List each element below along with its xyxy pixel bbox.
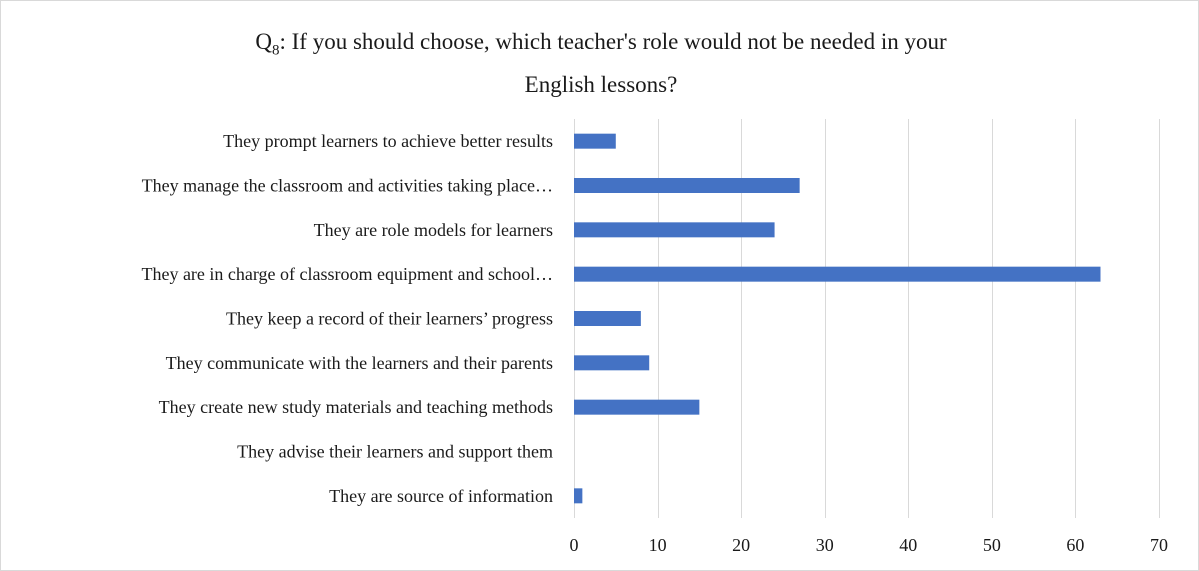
bar — [574, 399, 700, 415]
bar — [574, 311, 641, 326]
x-tick-label: 20 — [732, 535, 750, 555]
x-tick-label: 0 — [570, 535, 579, 555]
category-label: They are role models for learners — [314, 220, 553, 240]
bar — [574, 266, 1101, 282]
category-label: They communicate with the learners and t… — [166, 353, 553, 373]
x-tick-label: 50 — [983, 535, 1001, 555]
x-tick-label: 70 — [1150, 535, 1168, 555]
category-label: They prompt learners to achieve better r… — [223, 131, 553, 151]
category-labels: They prompt learners to achieve better r… — [141, 131, 553, 506]
category-label: They keep a record of their learners’ pr… — [226, 309, 553, 329]
bar — [574, 355, 650, 371]
title-line-1: : If you should choose, which teacher's … — [279, 29, 947, 54]
bars — [574, 133, 1101, 504]
x-tick-label: 60 — [1066, 535, 1084, 555]
category-label: They advise their learners and support t… — [237, 442, 553, 462]
bar — [574, 488, 583, 504]
bar — [574, 222, 775, 238]
x-tick-label: 30 — [816, 535, 834, 555]
category-label: They are in charge of classroom equipmen… — [141, 264, 553, 284]
category-label: They are source of information — [329, 486, 553, 506]
chart-title: Q8: If you should choose, which teacher'… — [101, 25, 1101, 102]
x-tick-label: 40 — [899, 535, 917, 555]
category-label: They create new study materials and teac… — [159, 397, 553, 417]
x-tick-labels: 0 10 20 30 40 50 60 70 — [570, 535, 1169, 555]
title-prefix: Q — [255, 29, 272, 54]
category-label: They manage the classroom and activities… — [142, 176, 553, 196]
title-line-2: English lessons? — [524, 71, 678, 97]
x-tick-label: 10 — [649, 535, 667, 555]
title-subscript: 8 — [271, 42, 280, 59]
bar — [574, 178, 800, 193]
bar — [574, 133, 616, 149]
